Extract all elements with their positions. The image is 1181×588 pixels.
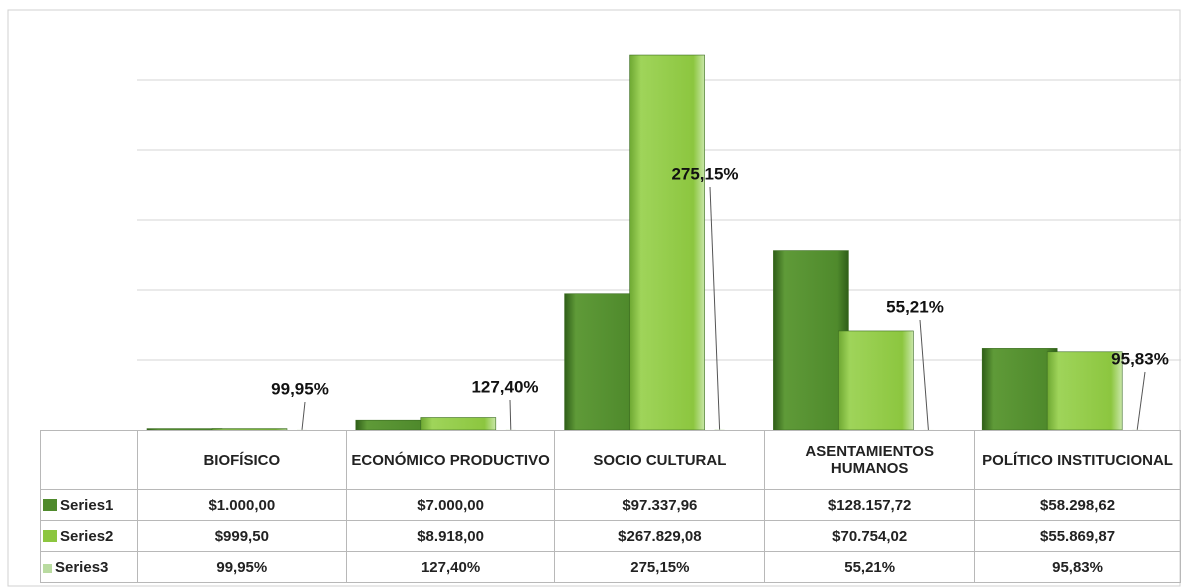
data-label: 55,21% (886, 297, 944, 316)
bar (981, 348, 1058, 431)
legend-swatch (43, 498, 57, 511)
leader-line (1136, 371, 1146, 430)
leader-line (709, 186, 721, 430)
bar (355, 419, 432, 431)
table-value: $8.918,00 (345, 520, 556, 552)
series-row: Series1 $1.000,00 $7.000,00 $97.337,96 $128.… (40, 489, 1181, 521)
category-label: SOCIO CULTURAL (554, 430, 766, 490)
table-value: $1.000,00 (136, 489, 347, 521)
table-value: 99,95% (136, 551, 347, 583)
table-value: 127,40% (345, 551, 556, 583)
data-table: BIOFÍSICO ECONÓMICO PRODUCTIVO SOCIO CULTU… (40, 430, 1181, 583)
bar (1046, 351, 1123, 431)
table-value: $999,50 (136, 520, 347, 552)
legend-cell: Series1 (40, 489, 138, 521)
chart-border (7, 9, 1181, 587)
leader-line (509, 399, 512, 430)
bar (838, 330, 914, 431)
table-value: $58.298,62 (974, 489, 1181, 521)
table-value: $7.000,00 (345, 489, 556, 521)
category-label: BIOFÍSICO (136, 430, 347, 490)
bar (564, 293, 640, 431)
leader-line (301, 401, 306, 430)
category-label: POLÍTICO INSTITUCIONAL (974, 430, 1181, 490)
table-value: $128.157,72 (764, 489, 976, 521)
table-value: 275,15% (554, 551, 766, 583)
legend-label: Series3 (55, 558, 109, 576)
leader-line (919, 319, 929, 430)
legend-cell: Series3 (40, 551, 138, 583)
legend-swatch (43, 563, 52, 573)
legend-label: Series2 (60, 527, 114, 545)
corner-cell (40, 430, 138, 490)
table-value: 95,83% (974, 551, 1181, 583)
header-row: BIOFÍSICO ECONÓMICO PRODUCTIVO SOCIO CULTU… (40, 430, 1181, 490)
category-label: ECONÓMICO PRODUCTIVO (345, 430, 556, 490)
table-value: $55.869,87 (974, 520, 1181, 552)
data-label: 275,15% (671, 164, 738, 183)
bar (629, 54, 705, 431)
table-value: $267.829,08 (554, 520, 766, 552)
data-label: 127,40% (471, 377, 538, 396)
series-row: Series2 $999,50 $8.918,00 $267.829,08 $70.75… (40, 520, 1181, 552)
series-row: Series3 99,95% 127,40% 275,15% 55,21% 95,83% (40, 551, 1181, 583)
table-value: $97.337,96 (554, 489, 766, 521)
data-label: 99,95% (271, 379, 329, 398)
category-label: ASENTAMIENTOS HUMANOS (764, 430, 976, 490)
bar (420, 417, 497, 431)
bar (773, 250, 849, 431)
legend-swatch (43, 529, 57, 542)
table-value: $70.754,02 (764, 520, 976, 552)
legend-cell: Series2 (40, 520, 138, 552)
table-value: 55,21% (764, 551, 976, 583)
legend-label: Series1 (60, 496, 114, 514)
data-label: 95,83% (1111, 349, 1169, 368)
